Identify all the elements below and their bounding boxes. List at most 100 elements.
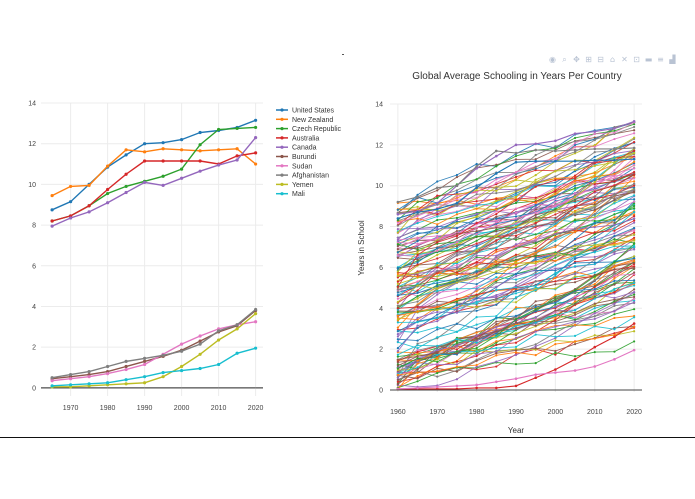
data-point[interactable] [514,333,518,337]
data-point[interactable] [455,254,459,257]
data-point[interactable] [106,187,110,192]
data-point[interactable] [534,264,537,267]
data-point[interactable] [514,351,518,354]
data-point[interactable] [593,258,596,261]
data-point[interactable] [573,219,577,222]
data-point[interactable] [475,383,478,387]
data-point[interactable] [534,345,537,348]
data-point[interactable] [514,284,518,287]
data-point[interactable] [613,332,616,335]
data-point[interactable] [534,218,537,221]
data-point[interactable] [514,201,518,204]
data-point[interactable] [180,176,184,180]
data-point[interactable] [534,271,537,274]
data-point[interactable] [436,367,439,370]
data-point[interactable] [573,275,577,278]
data-point[interactable] [573,179,577,182]
data-point[interactable] [613,350,616,353]
data-point[interactable] [613,244,616,247]
data-point[interactable] [143,381,147,385]
data-point[interactable] [495,239,498,242]
data-point[interactable] [613,252,616,256]
data-point[interactable] [475,196,478,199]
data-point[interactable] [573,323,577,326]
data-point[interactable] [475,164,478,168]
data-point[interactable] [495,360,498,363]
data-point[interactable] [455,222,459,225]
data-point[interactable] [495,293,498,297]
data-point[interactable] [455,189,459,192]
data-point[interactable] [475,212,478,215]
data-point[interactable] [69,377,73,381]
data-point[interactable] [455,191,459,194]
data-point[interactable] [632,348,636,352]
data-point[interactable] [455,277,459,280]
data-point[interactable] [593,226,596,229]
data-point[interactable] [436,310,439,314]
data-point[interactable] [495,246,498,250]
data-point[interactable] [396,318,399,321]
data-point[interactable] [613,198,616,201]
data-point[interactable] [593,151,596,154]
data-point[interactable] [416,222,419,225]
data-point[interactable] [554,190,557,193]
data-point[interactable] [475,368,478,371]
data-point[interactable] [534,198,537,201]
data-point[interactable] [613,304,616,307]
data-point[interactable] [593,283,596,286]
data-point[interactable] [436,360,439,363]
data-point[interactable] [416,275,419,278]
data-point[interactable] [475,386,478,390]
data-point[interactable] [396,270,399,273]
data-point[interactable] [534,201,537,204]
data-point[interactable] [633,173,636,176]
data-point[interactable] [593,271,596,274]
data-point[interactable] [573,142,577,145]
data-point[interactable] [573,136,577,140]
data-point[interactable] [633,188,636,191]
data-point[interactable] [455,173,459,177]
data-point[interactable] [495,189,498,192]
data-point[interactable] [475,297,478,300]
data-point[interactable] [416,316,419,319]
data-point[interactable] [495,215,498,218]
data-point[interactable] [534,208,537,211]
data-point[interactable] [416,377,419,380]
data-point[interactable] [633,308,636,311]
data-point[interactable] [495,258,498,261]
data-point[interactable] [475,230,478,233]
data-point[interactable] [613,137,616,141]
data-point[interactable] [416,371,419,374]
data-point[interactable] [534,260,537,263]
data-point[interactable] [534,276,537,279]
data-point[interactable] [143,150,147,154]
data-point[interactable] [613,316,616,320]
data-point[interactable] [633,125,636,129]
data-point[interactable] [495,235,498,238]
data-point[interactable] [50,384,54,388]
data-point[interactable] [416,250,419,254]
data-point[interactable] [396,326,399,329]
data-point[interactable] [593,244,596,247]
data-point[interactable] [613,240,616,243]
data-point[interactable] [514,222,518,225]
data-point[interactable] [475,327,478,330]
data-point[interactable] [180,138,184,142]
data-point[interactable] [436,215,439,218]
data-point[interactable] [495,205,498,208]
data-point[interactable] [436,298,439,301]
data-point[interactable] [633,246,636,249]
data-point[interactable] [514,289,518,293]
data-point[interactable] [633,190,636,193]
data-point[interactable] [514,189,518,192]
data-point[interactable] [475,204,478,207]
data-point[interactable] [396,355,399,358]
data-point[interactable] [475,338,478,341]
data-point[interactable] [514,275,518,278]
data-point[interactable] [436,285,439,288]
data-point[interactable] [416,348,419,352]
data-point[interactable] [534,181,537,184]
data-point[interactable] [633,272,636,276]
data-point[interactable] [495,281,498,284]
data-point[interactable] [633,180,636,183]
